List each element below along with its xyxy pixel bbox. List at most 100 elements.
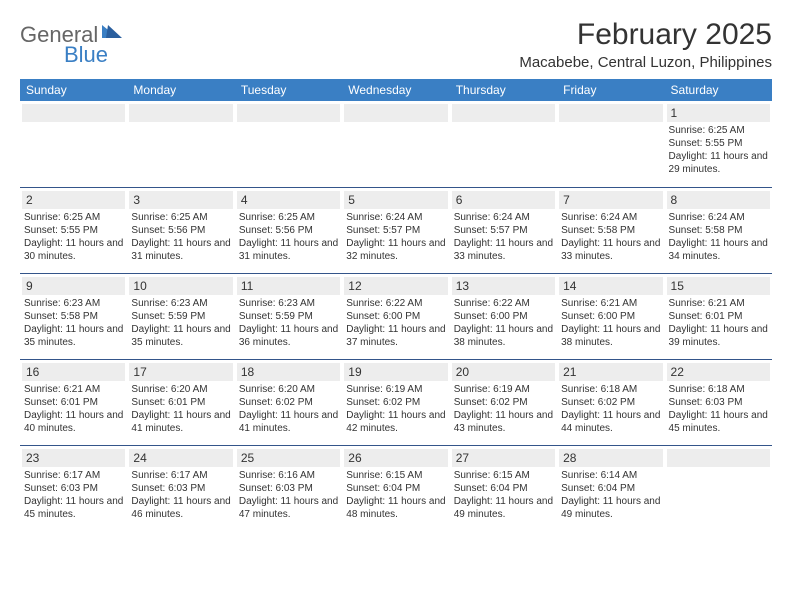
day-cell: 5Sunrise: 6:24 AMSunset: 5:57 PMDaylight…	[342, 187, 449, 273]
daylight-text: Daylight: 11 hours and 40 minutes.	[24, 409, 123, 435]
day-cell: 16Sunrise: 6:21 AMSunset: 6:01 PMDayligh…	[20, 359, 127, 445]
day-number: 19	[344, 363, 447, 381]
daylight-text: Daylight: 11 hours and 44 minutes.	[561, 409, 660, 435]
day-details: Sunrise: 6:21 AMSunset: 6:01 PMDaylight:…	[667, 295, 770, 349]
daylight-text: Daylight: 11 hours and 30 minutes.	[24, 237, 123, 263]
daylight-text: Daylight: 11 hours and 45 minutes.	[24, 495, 123, 521]
sunset-text: Sunset: 5:57 PM	[346, 224, 445, 237]
day-cell: 19Sunrise: 6:19 AMSunset: 6:02 PMDayligh…	[342, 359, 449, 445]
day-number: 18	[237, 363, 340, 381]
weekday-header-row: Sunday Monday Tuesday Wednesday Thursday…	[20, 79, 772, 101]
day-cell: 21Sunrise: 6:18 AMSunset: 6:02 PMDayligh…	[557, 359, 664, 445]
triangle-icon	[102, 23, 124, 44]
day-details: Sunrise: 6:23 AMSunset: 5:58 PMDaylight:…	[22, 295, 125, 349]
day-number: 28	[559, 449, 662, 467]
daylight-text: Daylight: 11 hours and 38 minutes.	[454, 323, 553, 349]
day-details: Sunrise: 6:25 AMSunset: 5:56 PMDaylight:…	[129, 209, 232, 263]
sunrise-text: Sunrise: 6:25 AM	[131, 211, 230, 224]
sunset-text: Sunset: 5:57 PM	[454, 224, 553, 237]
day-cell: 28Sunrise: 6:14 AMSunset: 6:04 PMDayligh…	[557, 445, 664, 531]
sunrise-text: Sunrise: 6:20 AM	[131, 383, 230, 396]
daylight-text: Daylight: 11 hours and 43 minutes.	[454, 409, 553, 435]
sunrise-text: Sunrise: 6:23 AM	[24, 297, 123, 310]
daylight-text: Daylight: 11 hours and 48 minutes.	[346, 495, 445, 521]
sunrise-text: Sunrise: 6:25 AM	[239, 211, 338, 224]
sunrise-text: Sunrise: 6:19 AM	[346, 383, 445, 396]
sunset-text: Sunset: 5:56 PM	[131, 224, 230, 237]
header: General February 2025 Macabebe, Central …	[20, 18, 772, 71]
weekday-sunday: Sunday	[20, 79, 127, 101]
daylight-text: Daylight: 11 hours and 31 minutes.	[131, 237, 230, 263]
day-details: Sunrise: 6:22 AMSunset: 6:00 PMDaylight:…	[344, 295, 447, 349]
day-cell: 24Sunrise: 6:17 AMSunset: 6:03 PMDayligh…	[127, 445, 234, 531]
day-number: 12	[344, 277, 447, 295]
day-cell: 13Sunrise: 6:22 AMSunset: 6:00 PMDayligh…	[450, 273, 557, 359]
day-details: Sunrise: 6:24 AMSunset: 5:57 PMDaylight:…	[344, 209, 447, 263]
sunrise-text: Sunrise: 6:22 AM	[454, 297, 553, 310]
daylight-text: Daylight: 11 hours and 31 minutes.	[239, 237, 338, 263]
day-details: Sunrise: 6:20 AMSunset: 6:01 PMDaylight:…	[129, 381, 232, 435]
day-number: 26	[344, 449, 447, 467]
sunset-text: Sunset: 6:02 PM	[454, 396, 553, 409]
weekday-monday: Monday	[127, 79, 234, 101]
sunrise-text: Sunrise: 6:21 AM	[561, 297, 660, 310]
day-cell: 20Sunrise: 6:19 AMSunset: 6:02 PMDayligh…	[450, 359, 557, 445]
sunrise-text: Sunrise: 6:15 AM	[346, 469, 445, 482]
day-cell: 4Sunrise: 6:25 AMSunset: 5:56 PMDaylight…	[235, 187, 342, 273]
sunrise-text: Sunrise: 6:17 AM	[24, 469, 123, 482]
day-number: 10	[129, 277, 232, 295]
day-details: Sunrise: 6:19 AMSunset: 6:02 PMDaylight:…	[344, 381, 447, 435]
sunrise-text: Sunrise: 6:24 AM	[454, 211, 553, 224]
day-details: Sunrise: 6:23 AMSunset: 5:59 PMDaylight:…	[237, 295, 340, 349]
day-number: 8	[667, 191, 770, 209]
daylight-text: Daylight: 11 hours and 39 minutes.	[669, 323, 768, 349]
weekday-tuesday: Tuesday	[235, 79, 342, 101]
day-number: 16	[22, 363, 125, 381]
day-details: Sunrise: 6:23 AMSunset: 5:59 PMDaylight:…	[129, 295, 232, 349]
sunset-text: Sunset: 5:58 PM	[669, 224, 768, 237]
sunset-text: Sunset: 5:55 PM	[669, 137, 768, 150]
sunset-text: Sunset: 6:00 PM	[561, 310, 660, 323]
day-number: 11	[237, 277, 340, 295]
month-title: February 2025	[519, 18, 772, 52]
sunrise-text: Sunrise: 6:25 AM	[669, 124, 768, 137]
day-number: 20	[452, 363, 555, 381]
day-number	[452, 104, 555, 122]
sunset-text: Sunset: 5:59 PM	[131, 310, 230, 323]
day-details: Sunrise: 6:16 AMSunset: 6:03 PMDaylight:…	[237, 467, 340, 521]
day-details: Sunrise: 6:15 AMSunset: 6:04 PMDaylight:…	[452, 467, 555, 521]
day-number	[344, 104, 447, 122]
sunset-text: Sunset: 6:03 PM	[24, 482, 123, 495]
day-number: 7	[559, 191, 662, 209]
daylight-text: Daylight: 11 hours and 41 minutes.	[131, 409, 230, 435]
day-cell	[342, 101, 449, 187]
daylight-text: Daylight: 11 hours and 37 minutes.	[346, 323, 445, 349]
day-cell: 17Sunrise: 6:20 AMSunset: 6:01 PMDayligh…	[127, 359, 234, 445]
sunset-text: Sunset: 6:02 PM	[346, 396, 445, 409]
day-cell: 15Sunrise: 6:21 AMSunset: 6:01 PMDayligh…	[665, 273, 772, 359]
sunrise-text: Sunrise: 6:22 AM	[346, 297, 445, 310]
sunset-text: Sunset: 6:04 PM	[454, 482, 553, 495]
day-cell: 25Sunrise: 6:16 AMSunset: 6:03 PMDayligh…	[235, 445, 342, 531]
sunset-text: Sunset: 6:00 PM	[346, 310, 445, 323]
sunset-text: Sunset: 5:58 PM	[24, 310, 123, 323]
day-number: 24	[129, 449, 232, 467]
day-cell	[127, 101, 234, 187]
sunrise-text: Sunrise: 6:23 AM	[239, 297, 338, 310]
daylight-text: Daylight: 11 hours and 29 minutes.	[669, 150, 768, 176]
sunset-text: Sunset: 6:04 PM	[346, 482, 445, 495]
day-cell	[557, 101, 664, 187]
day-cell: 27Sunrise: 6:15 AMSunset: 6:04 PMDayligh…	[450, 445, 557, 531]
day-number	[22, 104, 125, 122]
sunset-text: Sunset: 6:01 PM	[24, 396, 123, 409]
day-cell: 26 Sunrise: 6:15 AMSunset: 6:04 PMDayligh…	[342, 445, 449, 531]
daylight-text: Daylight: 11 hours and 45 minutes.	[669, 409, 768, 435]
sunset-text: Sunset: 6:04 PM	[561, 482, 660, 495]
sunset-text: Sunset: 5:56 PM	[239, 224, 338, 237]
sunrise-text: Sunrise: 6:25 AM	[24, 211, 123, 224]
weekday-saturday: Saturday	[665, 79, 772, 101]
day-details: Sunrise: 6:17 AMSunset: 6:03 PMDaylight:…	[22, 467, 125, 521]
sunrise-text: Sunrise: 6:14 AM	[561, 469, 660, 482]
day-number: 3	[129, 191, 232, 209]
day-cell: 10Sunrise: 6:23 AMSunset: 5:59 PMDayligh…	[127, 273, 234, 359]
